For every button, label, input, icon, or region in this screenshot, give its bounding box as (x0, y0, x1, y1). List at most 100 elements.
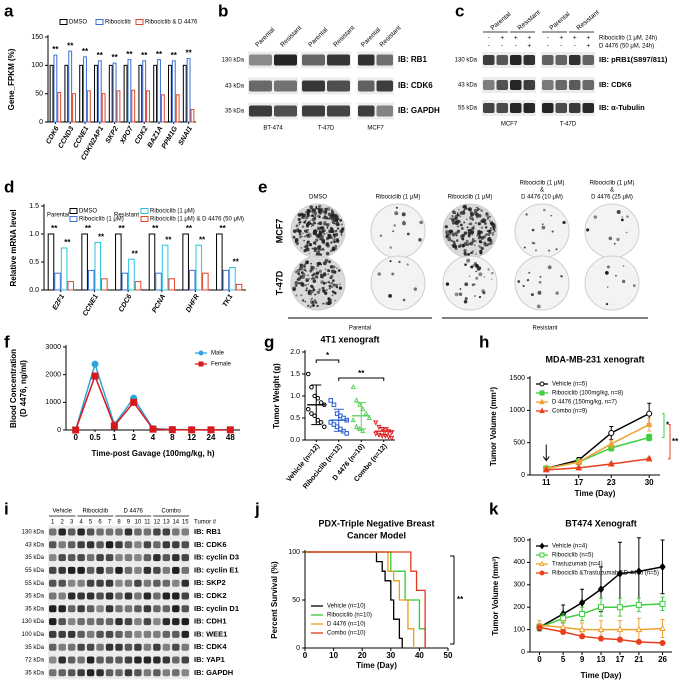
marker (597, 585, 605, 594)
blot-band (49, 643, 57, 651)
colony (477, 232, 481, 236)
line (546, 423, 650, 470)
point (353, 397, 360, 403)
legend-group: Parental (47, 213, 69, 219)
blot-band (542, 55, 554, 65)
y-tick-label: 0 (521, 472, 525, 479)
colony (456, 239, 459, 242)
column-header: D 4476 (25 μM) (591, 195, 633, 201)
well (370, 203, 426, 259)
colony (560, 275, 563, 278)
x-tick-label: 9 (580, 655, 585, 664)
legend-marker (539, 390, 545, 396)
colony (471, 233, 474, 236)
blot-band (67, 643, 76, 651)
colony (463, 249, 467, 253)
blot-band (105, 554, 114, 562)
colony (313, 209, 317, 213)
blot-band (49, 592, 57, 600)
colony (329, 276, 333, 280)
colony (309, 300, 314, 304)
blot-band (124, 541, 133, 549)
colony (307, 304, 310, 308)
blot-band (153, 579, 161, 587)
colony (308, 242, 313, 247)
colony (334, 244, 337, 247)
colony (328, 236, 332, 239)
bar (190, 109, 195, 123)
panel-letter: a (4, 1, 14, 20)
y-tick-label: 0.0 (29, 287, 39, 294)
colony (295, 284, 298, 287)
colony (339, 283, 341, 285)
blot-band (162, 566, 171, 574)
blot-band (162, 656, 171, 664)
legend-label: Vehicle (n=5) (552, 382, 587, 388)
group-label: Resistant (532, 326, 557, 332)
colony (323, 223, 326, 226)
colony (319, 227, 321, 230)
colony (452, 210, 456, 214)
marker (645, 454, 653, 462)
colony (312, 224, 315, 227)
blot-band (153, 566, 161, 574)
ib-label: IB: cyclin E1 (194, 565, 239, 574)
blot-band (115, 541, 123, 549)
blot-band (569, 55, 581, 65)
colony (326, 236, 330, 240)
bar (235, 283, 243, 291)
blot-membrane (541, 77, 595, 93)
colony (316, 261, 321, 266)
colony (466, 243, 469, 247)
colony (456, 213, 460, 217)
colony (492, 231, 495, 234)
kda-label: 35 kDa (25, 670, 45, 676)
colony (605, 302, 609, 306)
blot-band (134, 618, 142, 626)
x-tick-label: 24 (207, 433, 216, 442)
treatment-label: Ribociclib (1 μM, 24h) (599, 36, 657, 42)
colony (606, 265, 610, 269)
colony (331, 220, 336, 225)
colony (336, 238, 340, 242)
y-tick-label: 150 (31, 34, 43, 41)
legend-marker (539, 407, 545, 414)
colony (331, 294, 334, 297)
blot-membrane (482, 100, 536, 116)
blot-band (77, 566, 85, 574)
colony (328, 287, 331, 290)
colony (480, 226, 484, 229)
colony (331, 286, 333, 289)
colony (455, 222, 457, 225)
blot-band (77, 630, 85, 638)
blot-band (302, 80, 325, 92)
blot-band (115, 566, 123, 574)
x-axis-label: Time (Day) (575, 489, 616, 498)
colony (547, 265, 552, 270)
colony (314, 275, 319, 279)
colony (463, 299, 468, 304)
blot-band (162, 579, 171, 587)
blot-band (105, 669, 114, 677)
legend-label: Combo (n=10) (327, 631, 366, 637)
blot-band (86, 579, 95, 587)
colony (336, 217, 340, 221)
colony (325, 217, 327, 220)
marker (635, 567, 642, 576)
blot-band (115, 554, 123, 562)
colony (467, 234, 471, 237)
bar (157, 59, 161, 123)
x-tick-label: 0 (537, 655, 542, 664)
colony (413, 287, 418, 291)
blot-band (67, 592, 76, 600)
colony (317, 207, 320, 211)
colony (316, 222, 319, 225)
bar (128, 258, 135, 291)
blot-band (105, 541, 114, 549)
kda-label: 43 kDa (225, 84, 245, 90)
sign: - (515, 43, 517, 50)
colony (473, 225, 475, 227)
colony (494, 230, 496, 232)
colony (327, 244, 329, 247)
blot-band (181, 592, 189, 600)
